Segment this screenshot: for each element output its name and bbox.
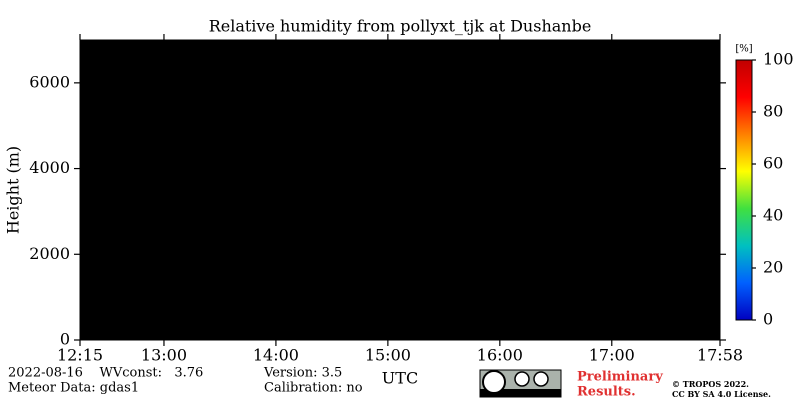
x-tick-label: 14:00: [253, 346, 299, 365]
cc-logo: [479, 369, 562, 398]
x-tick-label: 16:00: [477, 346, 523, 365]
preliminary-note: Preliminary: [577, 370, 663, 385]
logo-circle: [514, 371, 530, 387]
y-tick-label: 2000: [29, 244, 70, 263]
x-tick-label: 13:00: [141, 346, 187, 365]
y-axis-label: Height (m): [4, 146, 23, 234]
colorbar-tick-label: 20: [763, 258, 783, 277]
x-tick-label: 12:15: [57, 346, 103, 365]
logo-circle: [482, 370, 506, 394]
colorbar-tick-label: 80: [763, 102, 783, 121]
colorbar: [735, 59, 753, 321]
footer-text: Calibration: no: [264, 381, 363, 396]
colorbar-tick-label: 60: [763, 154, 783, 173]
colorbar-tick-label: 40: [763, 206, 783, 225]
copyright: CC BY SA 4.0 License.: [672, 389, 771, 399]
y-tick-label: 6000: [29, 72, 70, 91]
logo-band: [480, 389, 561, 397]
footer-text: 2022-08-16 WVconst: 3.76: [8, 366, 203, 381]
x-tick-label: 15:00: [365, 346, 411, 365]
x-tick-label: 17:00: [589, 346, 635, 365]
copyright: © TROPOS 2022.: [672, 379, 749, 389]
logo-circle: [533, 371, 549, 387]
y-tick-label: 0: [60, 330, 70, 349]
x-axis-label: UTC: [382, 369, 418, 388]
colorbar-label: [%]: [735, 44, 752, 55]
footer-text: Meteor Data: gdas1: [8, 381, 139, 396]
plot-area: [79, 39, 721, 341]
y-tick-label: 4000: [29, 158, 70, 177]
x-tick-label: 17:58: [697, 346, 743, 365]
preliminary-note: Results.: [577, 385, 636, 400]
colorbar-tick-label: 100: [763, 50, 794, 69]
footer-text: Version: 3.5: [263, 366, 342, 381]
chart-title: Relative humidity from pollyxt_tjk at Du…: [209, 17, 592, 36]
colorbar-tick-label: 0: [763, 310, 773, 329]
